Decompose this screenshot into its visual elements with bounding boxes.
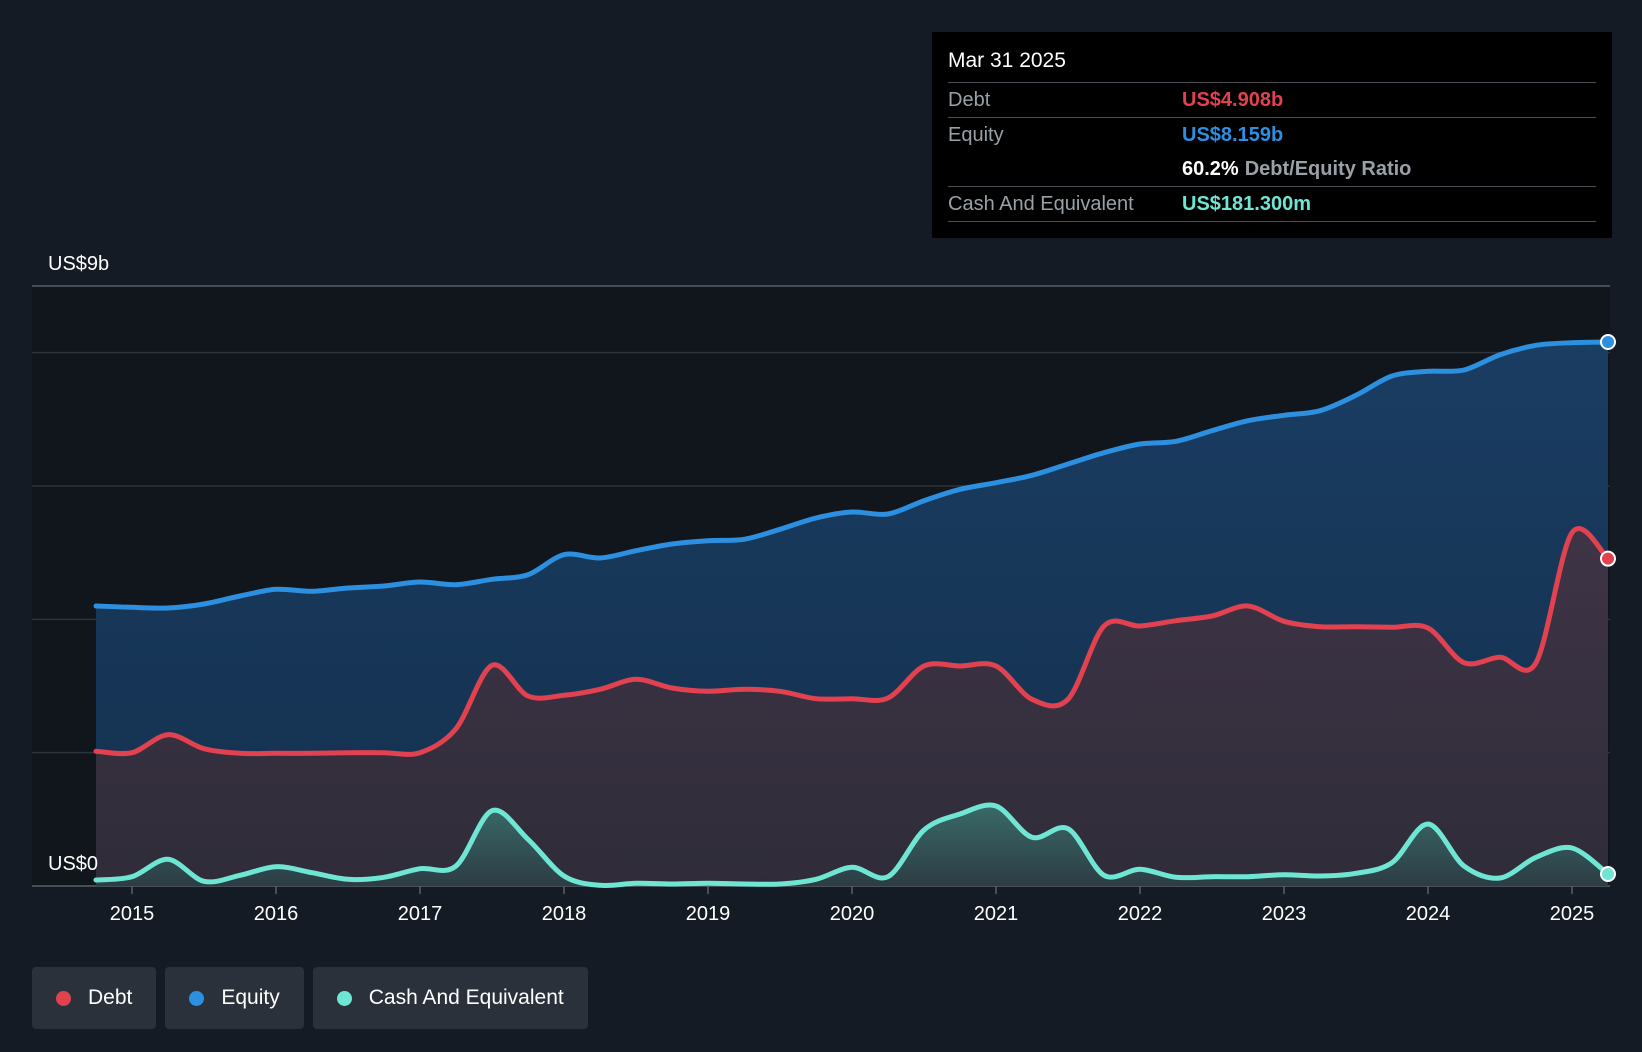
legend-equity-label: Equity	[221, 986, 280, 1009]
legend-debt-label: Debt	[88, 986, 133, 1009]
debt-area	[96, 528, 1608, 886]
tooltip-cash-value: US$181.300m	[1182, 193, 1311, 215]
x-axis-ticks: 2015 2016 2017 2018 2019 2020 2021 2022 2023 2024…	[110, 886, 1595, 925]
debt-dot-icon	[56, 990, 71, 1006]
x-tick-label-2025: 2025	[1550, 903, 1595, 925]
tooltip-equity-value: US$8.159b	[1182, 124, 1284, 146]
series-areas	[96, 342, 1608, 886]
tooltip-cash-row: Cash And Equivalent US$181.300m	[948, 187, 1596, 222]
legend-item-equity[interactable]: Equity	[165, 967, 304, 1029]
y-tick-label-bottom: US$0	[48, 853, 98, 875]
x-tick-label-2023: 2023	[1262, 903, 1307, 925]
tooltip-ratio: 60.2% Debt/Equity Ratio	[1182, 152, 1411, 186]
equity-line	[93, 339, 1611, 611]
debt-line	[93, 526, 1611, 757]
tooltip-debt-value: US$4.908b	[1182, 89, 1284, 111]
legend-cash-label: Cash And Equivalent	[368, 986, 564, 1009]
legend: Debt Equity Cash And Equivalent	[32, 967, 588, 1029]
x-tick-label-2019: 2019	[686, 903, 731, 925]
legend-item-cash[interactable]: Cash And Equivalent	[312, 967, 588, 1029]
end-markers	[1600, 334, 1616, 882]
cash-area	[96, 805, 1608, 886]
tooltip-cash-label: Cash And Equivalent	[948, 193, 1134, 215]
tooltip-ratio-spacer	[948, 152, 1182, 186]
tooltip-debt-row: Debt US$4.908b	[948, 83, 1596, 118]
cash-line	[93, 802, 1611, 889]
tooltip-ratio-value: 60.2%	[1182, 158, 1239, 180]
tooltip-ratio-label: Debt/Equity Ratio	[1244, 158, 1412, 180]
tooltip-equity-label: Equity	[948, 124, 1004, 146]
x-tick-label-2015: 2015	[110, 903, 155, 925]
x-tick-label-2017: 2017	[398, 903, 443, 925]
cash-end-marker[interactable]	[1600, 866, 1616, 882]
x-tick-label-2022: 2022	[1118, 903, 1163, 925]
x-tick-label-2021: 2021	[974, 903, 1019, 925]
tooltip-ratio-row: 60.2% Debt/Equity Ratio	[948, 152, 1596, 187]
x-tick-label-2020: 2020	[830, 903, 875, 925]
x-tick-label-2018: 2018	[542, 903, 587, 925]
tooltip-equity-row: Equity US$8.159b	[948, 118, 1596, 152]
legend-item-debt[interactable]: Debt	[32, 967, 157, 1029]
x-tick-label-2024: 2024	[1406, 903, 1451, 925]
tooltip: Mar 31 2025 Debt US$4.908b Equity US$8.1…	[932, 32, 1612, 238]
y-tick-label-top: US$9b	[48, 253, 109, 275]
x-tick-label-2016: 2016	[254, 903, 299, 925]
tooltip-debt-label: Debt	[948, 89, 991, 111]
equity-end-marker[interactable]	[1600, 334, 1616, 350]
cash-dot-icon	[336, 990, 352, 1006]
tooltip-date: Mar 31 2025	[948, 46, 1596, 83]
equity-dot-icon	[189, 990, 205, 1006]
series-lines	[93, 339, 1611, 889]
debt-end-marker[interactable]	[1600, 550, 1616, 567]
